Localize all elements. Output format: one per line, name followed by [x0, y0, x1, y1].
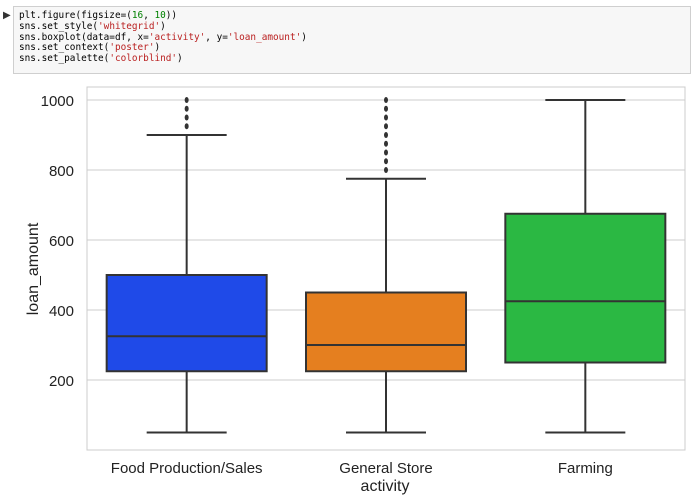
- outlier-point: [384, 149, 388, 156]
- x-tick-label: Farming: [558, 460, 613, 477]
- y-tick-label: 400: [49, 303, 74, 320]
- code-line: sns.set_style('whitegrid'): [19, 20, 690, 33]
- code-line: sns.boxplot(data=df, x='activity', y='lo…: [19, 31, 690, 44]
- x-tick-label: Food Production/Sales: [111, 460, 263, 477]
- outlier-point: [384, 132, 388, 138]
- outlier-point: [384, 114, 388, 121]
- outlier-point: [184, 123, 189, 130]
- code-editor[interactable]: plt.figure(figsize=(16, 10)) sns.set_styl…: [13, 6, 691, 74]
- box-iqr: [305, 291, 467, 373]
- outlier-point: [384, 140, 388, 147]
- code-line: plt.figure(figsize=(16, 10)): [19, 10, 690, 22]
- code-token: plt.figure(figsize=(: [19, 10, 132, 21]
- code-token: 'activity': [148, 31, 206, 43]
- code-token: ): [177, 53, 183, 65]
- notebook-code-cell[interactable]: ▶︎ plt.figure(figsize=(16, 10)) sns.set_s…: [0, 0, 700, 80]
- code-token: 16: [131, 10, 144, 21]
- code-token: ): [301, 31, 307, 43]
- y-tick-label: 800: [49, 163, 74, 180]
- outlier-point: [384, 158, 388, 165]
- outlier-point: [384, 123, 388, 130]
- code-token: ): [154, 42, 161, 54]
- code-token: sns.set_palette(: [19, 53, 110, 65]
- x-axis-label: activity: [361, 478, 410, 495]
- y-tick-labels: 200 400 600 800 1000: [41, 93, 74, 390]
- box-iqr: [504, 212, 667, 364]
- code-line: sns.set_palette('colorblind'): [19, 53, 690, 65]
- code-token: 'loan_amount': [227, 31, 302, 43]
- y-tick-label: 1000: [41, 93, 74, 110]
- y-tick-label: 600: [49, 233, 74, 250]
- outlier-point: [184, 105, 189, 112]
- plot-frame: [86, 86, 686, 451]
- output-plot: 200 400 600 800 1000 Food Production/Sales Ge…: [0, 82, 700, 499]
- boxes: [105, 97, 667, 434]
- code-token: 'poster': [109, 42, 155, 54]
- outlier-point: [184, 114, 189, 121]
- y-axis-label: loan_amount: [25, 222, 42, 315]
- code-token: sns.set_style(: [19, 20, 99, 32]
- code-token: ): [160, 20, 166, 32]
- code-token: ,: [143, 10, 155, 21]
- code-token: sns.boxplot(data=df, x=: [19, 31, 149, 43]
- box-general-store: [305, 97, 467, 434]
- x-tick-labels: Food Production/Sales General Store Farmin…: [111, 460, 613, 477]
- boxplot-chart: 200 400 600 800 1000 Food Production/Sales Ge…: [25, 86, 686, 495]
- outlier-point: [184, 97, 189, 103]
- code-token: , y=: [205, 31, 228, 43]
- box-iqr: [105, 274, 268, 373]
- y-tick-label: 200: [49, 373, 74, 390]
- code-token: 10: [154, 10, 166, 21]
- code-token: 'colorblind': [109, 53, 178, 65]
- code-token: )): [165, 10, 178, 21]
- box-farming: [504, 99, 667, 434]
- code-token: sns.set_context(: [19, 42, 110, 54]
- box-food-production-sales: [105, 97, 268, 434]
- outlier-point: [384, 97, 388, 103]
- outlier-point: [384, 167, 388, 173]
- outlier-point: [384, 105, 388, 112]
- code-line: sns.set_context('poster'): [19, 42, 690, 54]
- x-tick-label: General Store: [339, 460, 432, 477]
- code-token: 'whitegrid': [98, 20, 161, 32]
- run-indicator-icon[interactable]: ▶︎: [3, 10, 11, 21]
